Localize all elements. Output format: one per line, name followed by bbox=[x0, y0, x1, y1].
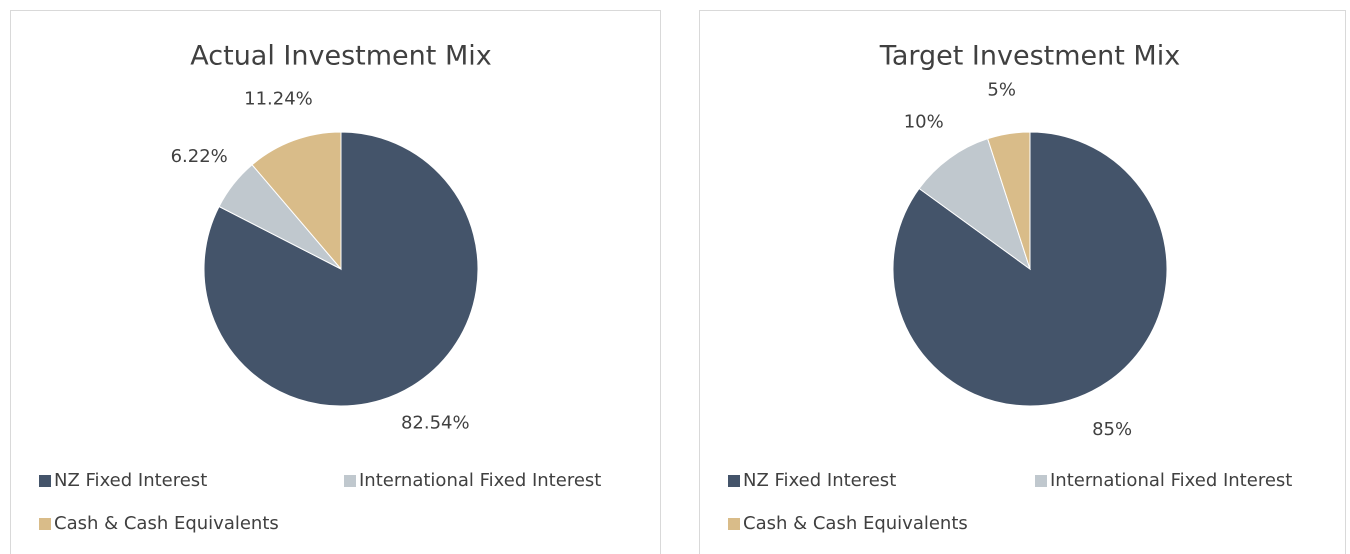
legend-label: Cash & Cash Equivalents bbox=[743, 513, 968, 534]
pie-slice bbox=[918, 138, 1031, 271]
data-label: 82.54% bbox=[401, 412, 470, 433]
pie-slice bbox=[987, 131, 1031, 270]
legend-swatch bbox=[1035, 475, 1047, 487]
legend-swatch bbox=[728, 475, 740, 487]
data-label: 6.22% bbox=[171, 146, 228, 167]
legend-label: International Fixed Interest bbox=[1050, 470, 1292, 491]
legend-label: Cash & Cash Equivalents bbox=[54, 513, 279, 534]
data-label: 10% bbox=[904, 112, 944, 133]
chart-title: Target Investment Mix bbox=[879, 41, 1180, 72]
legend-swatch bbox=[728, 518, 740, 530]
data-label: 85% bbox=[1092, 419, 1132, 440]
legend-label: International Fixed Interest bbox=[359, 470, 601, 491]
legend-swatch bbox=[39, 475, 51, 487]
pie-slice bbox=[251, 131, 342, 271]
legend-swatch bbox=[344, 475, 356, 487]
legend-label: NZ Fixed Interest bbox=[743, 470, 896, 491]
legend-swatch bbox=[39, 518, 51, 530]
legend-label: NZ Fixed Interest bbox=[54, 470, 207, 491]
data-label: 11.24% bbox=[244, 88, 313, 109]
chart-title: Actual Investment Mix bbox=[190, 41, 491, 72]
data-label: 5% bbox=[987, 79, 1016, 100]
